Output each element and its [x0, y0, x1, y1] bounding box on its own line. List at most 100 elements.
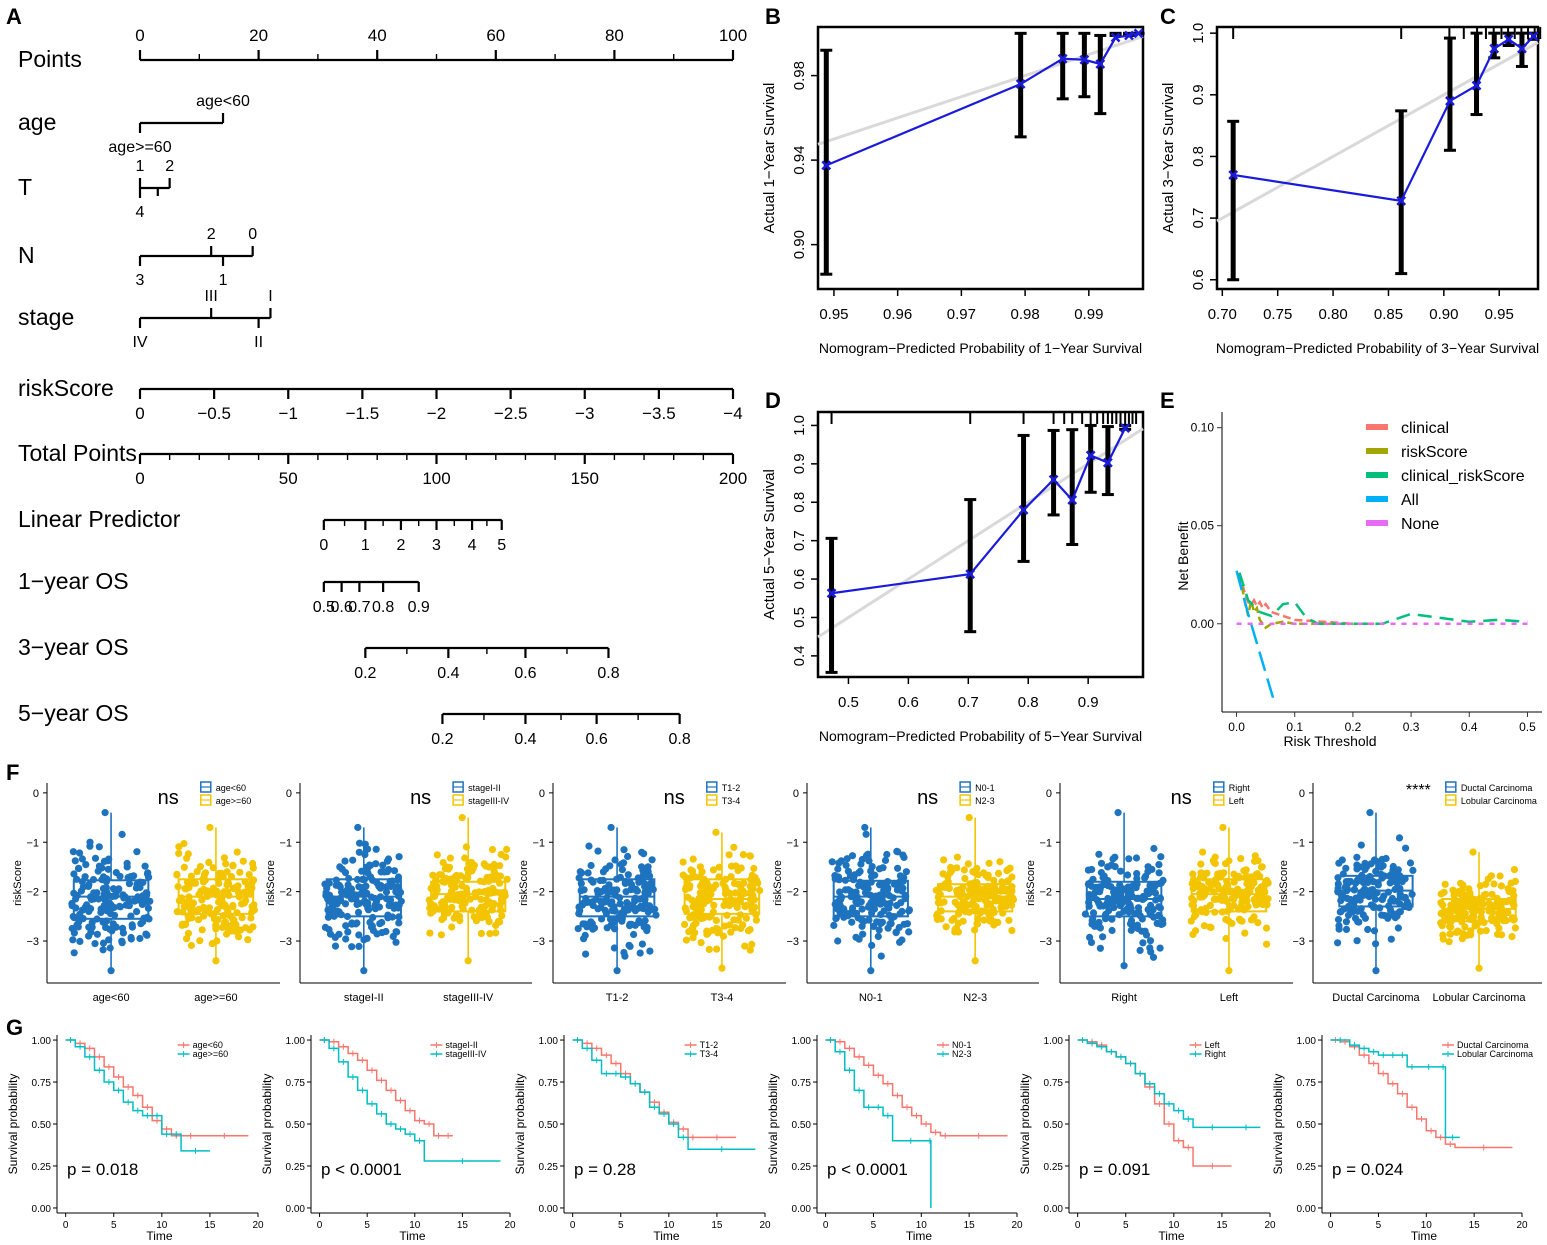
- jitter-point: [244, 936, 252, 944]
- panel-letters: A B C D E F G: [6, 4, 1176, 1040]
- y-tick-label: 0: [1299, 788, 1305, 800]
- jitter-point: [438, 915, 446, 924]
- legend-label: N2-3: [952, 1049, 972, 1059]
- jitter-point: [1107, 883, 1115, 891]
- jitter-point: [456, 917, 464, 925]
- jitter-point: [99, 939, 108, 947]
- jitter-point: [638, 940, 647, 948]
- jitter-point: [900, 853, 908, 862]
- jitter-point: [85, 880, 93, 889]
- jitter-point: [173, 871, 181, 879]
- y-tick-label: 0.8: [1190, 146, 1207, 167]
- jitter-point: [1449, 886, 1457, 894]
- calibration-point: [1471, 80, 1482, 91]
- jitter-point: [1467, 927, 1475, 935]
- jitter-point: [727, 862, 736, 870]
- y-tick-label: 1.00: [1044, 1036, 1064, 1047]
- y-axis-label: Survival probability: [1271, 1074, 1285, 1175]
- jitter-point: [102, 884, 110, 892]
- y-tick-label: 0.10: [1191, 421, 1215, 435]
- x-tick-label: 0.99: [1074, 306, 1103, 323]
- jitter-point: [1480, 918, 1488, 927]
- jitter-point: [145, 873, 153, 881]
- jitter-point: [382, 888, 391, 896]
- x-tick-label: 0: [63, 1220, 69, 1231]
- jitter-point: [905, 928, 913, 936]
- jitter-point: [710, 901, 718, 909]
- jitter-point: [390, 867, 399, 875]
- jitter-point: [858, 905, 866, 913]
- y-tick-label: −1: [532, 837, 545, 849]
- box: [578, 878, 656, 918]
- y-tick-label: −3: [1039, 936, 1052, 948]
- jitter-point: [498, 912, 506, 920]
- ideal-line: [1216, 41, 1539, 223]
- jitter-point: [341, 869, 350, 877]
- jitter-point: [631, 921, 639, 929]
- y-tick-label: 0.50: [1297, 1120, 1317, 1131]
- x-tick-label: age<60: [93, 992, 130, 1004]
- jitter-point: [584, 869, 592, 877]
- y-tick-label: 0.00: [1297, 1204, 1317, 1215]
- jitter-point: [1097, 859, 1106, 867]
- jitter-point: [68, 924, 76, 933]
- jitter-point: [1374, 879, 1382, 887]
- jitter-point: [940, 898, 948, 906]
- nomogram-tick-label: −1.5: [346, 404, 380, 423]
- jitter-point: [1398, 878, 1406, 886]
- jitter-point: [343, 888, 351, 896]
- box: [1441, 898, 1517, 923]
- nomogram-tick-label: −2.5: [494, 404, 528, 423]
- legend-label: Lobular Carcinoma: [1461, 796, 1537, 806]
- jitter-point: [594, 847, 602, 855]
- y-tick-label: 1.0: [1190, 23, 1207, 44]
- nomogram-tick-label: 60: [486, 26, 505, 45]
- x-tick-label: 0.70: [1208, 306, 1237, 323]
- nomogram-tick-label: 0.4: [514, 731, 536, 748]
- jitter-point: [727, 928, 735, 936]
- nomogram-factor-level: II: [254, 334, 263, 351]
- jitter-point: [640, 850, 648, 858]
- jitter-point: [627, 881, 636, 889]
- y-tick-label: 0.98: [791, 61, 808, 90]
- x-axis-label: Time: [653, 1229, 680, 1243]
- y-tick-label: 0: [1046, 788, 1052, 800]
- jitter-point: [1459, 881, 1467, 889]
- jitter-point: [984, 889, 992, 897]
- x-tick-label: N2-3: [963, 992, 987, 1004]
- jitter-point: [712, 916, 721, 925]
- x-tick-label: 15: [964, 1220, 976, 1231]
- jitter-point: [1100, 881, 1108, 889]
- x-tick-label: 0.2: [1345, 720, 1362, 734]
- jitter-point: [847, 909, 855, 917]
- jitter-point: [889, 894, 897, 902]
- jitter-point: [239, 857, 247, 865]
- jitter-point: [133, 908, 141, 916]
- jitter-point: [1222, 934, 1230, 943]
- jitter-point: [184, 929, 193, 937]
- nomogram-tick-label: 1: [361, 537, 370, 554]
- jitter-point: [245, 889, 253, 897]
- x-tick-label: 0.80: [1318, 306, 1347, 323]
- jitter-point: [1095, 850, 1103, 858]
- jitter-point: [342, 922, 350, 930]
- jitter-point: [686, 914, 694, 922]
- y-tick-label: 1.00: [1297, 1036, 1317, 1047]
- nomogram-row-label: Points: [18, 46, 82, 72]
- jitter-point: [236, 868, 244, 876]
- jitter-point: [97, 905, 105, 913]
- x-tick-label: 0.1: [1286, 720, 1303, 734]
- x-tick-label: 20: [759, 1220, 771, 1231]
- plot-frame: [816, 25, 1145, 291]
- nomogram-factor-level: IV: [132, 334, 147, 351]
- jitter-point: [1227, 887, 1235, 895]
- y-tick-label: 0.6: [791, 569, 808, 590]
- jitter-point: [965, 813, 973, 822]
- jitter-point: [1511, 924, 1519, 932]
- jitter-point: [497, 850, 505, 859]
- jitter-point: [1157, 920, 1165, 929]
- jitter-point: [136, 934, 144, 943]
- x-tick-label: 5: [1376, 1220, 1382, 1231]
- jitter-point: [1392, 912, 1400, 920]
- jitter-point: [477, 903, 485, 912]
